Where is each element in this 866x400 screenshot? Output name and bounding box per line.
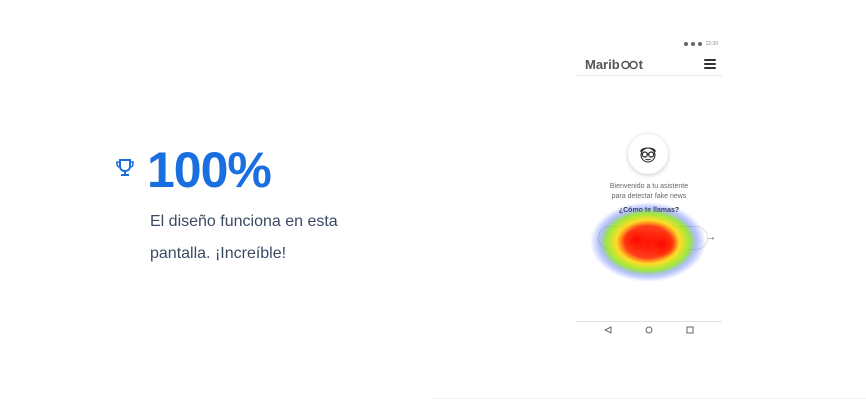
welcome-message: Bienvenido a tu asistente para detectar … — [576, 182, 722, 202]
name-question: ¿Cómo te llamas? — [618, 207, 680, 214]
stat-description: El diseño funciona en esta pantalla. ¡In… — [150, 206, 380, 270]
recents-nav-icon[interactable] — [686, 326, 694, 334]
nav-divider — [576, 321, 722, 322]
brand-text-left: Marib — [585, 57, 620, 72]
back-nav-icon[interactable] — [604, 326, 612, 334]
percentage-value: 100% — [147, 142, 272, 198]
description-line-2: pantalla. ¡Increíble! — [150, 245, 287, 262]
signal-icon — [684, 42, 689, 46]
welcome-line-1: Bienvenido a tu asistente — [609, 183, 689, 190]
welcome-line-2: para detectar fake news — [611, 193, 687, 200]
brand-text-right: t — [638, 57, 644, 72]
send-arrow-icon[interactable]: → — [706, 232, 716, 243]
header-divider — [576, 75, 722, 76]
bot-face-icon — [640, 147, 656, 163]
status-time: 12:30 — [705, 41, 718, 47]
divider — [432, 398, 866, 399]
description-line-1: El diseño funciona en esta — [150, 213, 338, 230]
glasses-icon — [620, 60, 638, 69]
name-input[interactable] — [598, 226, 708, 250]
brand-logo: Marib t — [585, 57, 643, 72]
trophy-icon — [116, 159, 134, 176]
hamburger-menu-icon[interactable] — [704, 59, 716, 69]
status-bar: 12:30 — [684, 41, 718, 47]
home-nav-icon[interactable] — [645, 326, 653, 334]
bot-avatar — [628, 134, 668, 174]
wifi-icon — [691, 42, 696, 46]
battery-icon — [698, 42, 703, 46]
phone-screenshot: 12:30 Marib t Bienvenido a tu asistente … — [576, 36, 722, 346]
